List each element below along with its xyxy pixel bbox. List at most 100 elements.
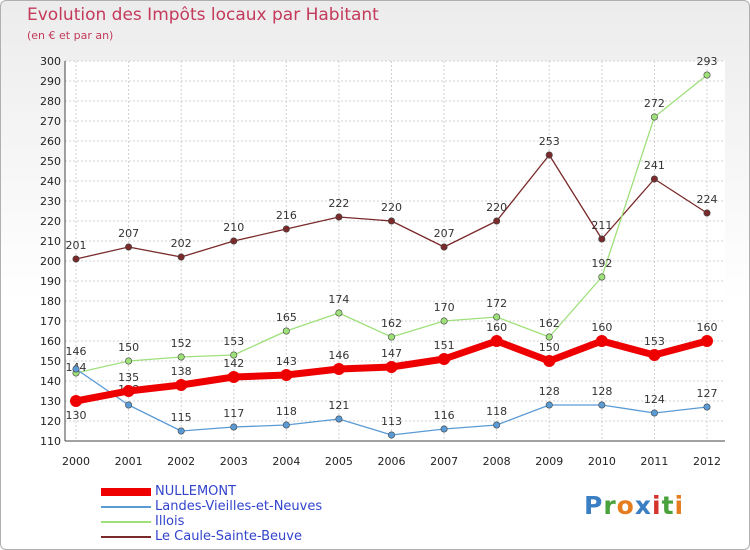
x-tick-label: 2001 — [115, 455, 143, 468]
data-label: 220 — [381, 201, 402, 214]
data-label: 143 — [276, 355, 297, 368]
data-point — [440, 317, 448, 325]
data-point — [595, 335, 608, 347]
data-label: 222 — [328, 197, 349, 210]
x-tick-label: 2002 — [167, 455, 195, 468]
data-label: 241 — [644, 159, 665, 172]
data-label: 150 — [118, 341, 139, 354]
logo-letter: x — [634, 491, 652, 520]
data-point — [280, 369, 293, 381]
data-label: 146 — [328, 349, 349, 362]
data-point — [72, 255, 80, 263]
data-point — [70, 395, 82, 407]
data-point — [177, 353, 185, 361]
data-label: 202 — [171, 237, 192, 250]
y-tick-label: 140 — [40, 375, 61, 388]
data-point — [648, 349, 661, 361]
x-tick-label: 2003 — [220, 455, 248, 468]
logo-letter: o — [616, 491, 635, 520]
x-tick-label: 2007 — [430, 455, 458, 468]
data-label: 116 — [434, 409, 455, 422]
logo-letter: i — [652, 491, 662, 520]
data-label: 118 — [486, 405, 507, 418]
logo-letter: i — [674, 491, 685, 520]
x-tick-label: 2010 — [588, 455, 616, 468]
data-point — [335, 415, 343, 423]
data-point — [227, 371, 240, 383]
data-point — [598, 273, 606, 281]
data-label: 121 — [328, 399, 349, 412]
y-tick-label: 120 — [40, 415, 61, 428]
data-point — [335, 309, 343, 317]
y-tick-label: 190 — [40, 275, 61, 288]
data-label: 128 — [591, 385, 612, 398]
data-point — [282, 327, 290, 335]
data-label: 142 — [223, 357, 244, 370]
x-tick-label: 2004 — [272, 455, 300, 468]
data-label: 201 — [66, 239, 87, 252]
y-tick-label: 250 — [40, 155, 61, 168]
data-label: 224 — [697, 193, 718, 206]
data-point — [387, 333, 395, 341]
data-point — [177, 253, 185, 261]
data-point — [493, 217, 501, 225]
data-label: 211 — [591, 219, 612, 232]
data-point — [701, 335, 713, 347]
data-point — [230, 423, 238, 431]
data-label: 207 — [434, 227, 455, 240]
y-tick-label: 150 — [40, 355, 61, 368]
data-label: 135 — [118, 371, 139, 384]
data-label: 147 — [381, 347, 402, 360]
logo-letter: P — [584, 491, 604, 520]
data-point — [650, 113, 658, 121]
data-label: 117 — [223, 407, 244, 420]
data-point — [125, 401, 133, 409]
chart-title: Evolution des Impôts locaux par Habitant — [27, 5, 379, 25]
data-point — [650, 409, 658, 417]
data-point — [438, 353, 451, 365]
data-label: 146 — [66, 345, 87, 358]
y-tick-label: 210 — [40, 235, 61, 248]
data-point — [545, 333, 553, 341]
legend-swatch — [101, 520, 151, 523]
legend-label: Landes-Vieilles-et-Neuves — [155, 499, 323, 514]
data-point — [545, 401, 553, 409]
y-tick-label: 220 — [40, 215, 61, 228]
data-point — [177, 427, 185, 435]
legend-label: NULLEMONT — [155, 484, 237, 499]
data-label: 207 — [118, 227, 139, 240]
y-tick-label: 110 — [40, 435, 61, 448]
y-tick-label: 130 — [40, 395, 61, 408]
data-point — [545, 151, 553, 159]
data-label: 115 — [171, 411, 192, 424]
data-label: 160 — [591, 321, 612, 334]
data-label: 162 — [539, 317, 560, 330]
legend-item: Le Caule-Sainte-Beuve — [101, 529, 322, 544]
data-point — [598, 235, 606, 243]
data-label: 210 — [223, 221, 244, 234]
data-label: 272 — [644, 97, 665, 110]
data-label: 153 — [223, 335, 244, 348]
y-tick-label: 180 — [40, 295, 61, 308]
data-label: 170 — [434, 301, 455, 314]
chart-subtitle: (en € et par an) — [27, 29, 114, 42]
data-label: 174 — [328, 293, 349, 306]
x-tick-label: 2011 — [640, 455, 668, 468]
x-tick-label: 2008 — [483, 455, 511, 468]
data-point — [440, 425, 448, 433]
legend-label: Illois — [155, 514, 185, 529]
y-tick-label: 160 — [40, 335, 61, 348]
data-point — [282, 421, 290, 429]
data-point — [335, 213, 343, 221]
data-label: 113 — [381, 415, 402, 428]
data-point — [703, 209, 711, 217]
data-label: 138 — [171, 365, 192, 378]
y-tick-label: 260 — [40, 135, 61, 148]
data-label: 192 — [591, 257, 612, 270]
data-label: 165 — [276, 311, 297, 324]
data-label: 160 — [697, 321, 718, 334]
y-tick-label: 170 — [40, 315, 61, 328]
data-point — [125, 357, 133, 365]
data-label: 153 — [644, 335, 665, 348]
y-tick-label: 270 — [40, 115, 61, 128]
